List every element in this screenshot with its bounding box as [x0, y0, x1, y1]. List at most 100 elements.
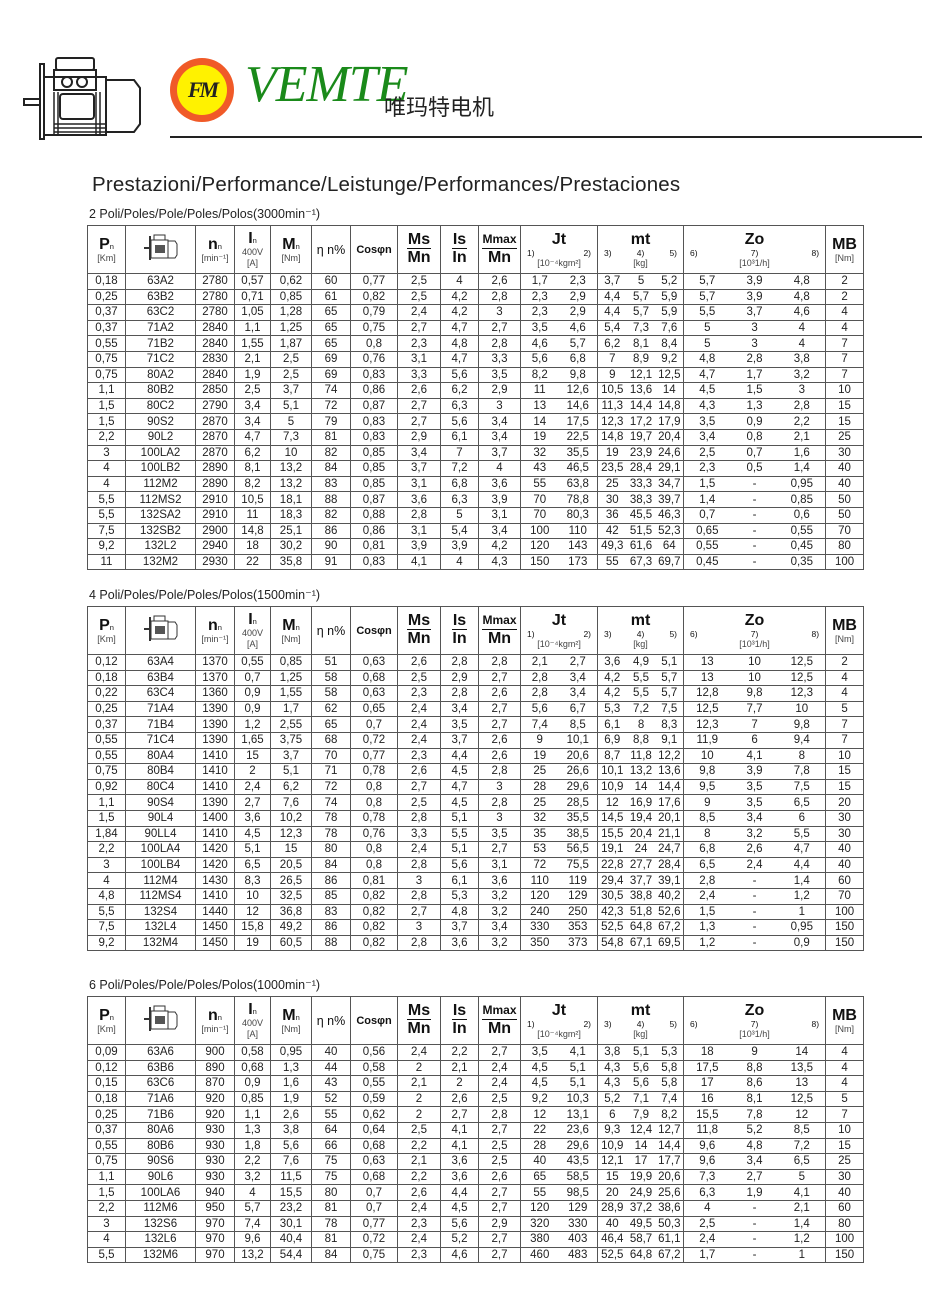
cell-mt-3: 3,6: [597, 654, 627, 671]
cell-type: 71C2: [125, 350, 196, 368]
cell-zo-7: -: [730, 506, 779, 524]
header-mt-4: 4): [636, 628, 645, 639]
cell-mb: 4: [825, 669, 865, 687]
cell-cos: 0,79: [350, 304, 398, 321]
cell-is: 4,5: [440, 1199, 479, 1217]
cell-jt-2: 12,6: [558, 382, 599, 399]
cell-mn: 1,25: [270, 669, 312, 687]
cell-jt-2: 56,5: [558, 841, 599, 858]
cell-mt-5: 5,9: [655, 304, 685, 321]
cell-type: 63A6: [125, 1044, 196, 1061]
cell-nn: 1410: [195, 778, 235, 796]
cell-zo-6: 3,5: [683, 413, 731, 430]
table-row: 1,5 100LA6 940 4 15,5 80 0,7 2,6 4,4 2,7 55 98,5 20 2…: [87, 1184, 865, 1201]
brand-logo: FM: [170, 58, 234, 122]
cell-zo-8: 4,6: [778, 304, 827, 321]
cell-mn: 13,2: [270, 475, 312, 493]
cell-ms: 2,5: [397, 794, 441, 811]
cell-mt-4: 16,9: [626, 794, 656, 811]
cell-cos: 0,75: [350, 1246, 398, 1264]
cell-jt-1: 120: [520, 887, 559, 905]
cell-is: 3,6: [440, 1153, 479, 1170]
cell-jt-2: 38,5: [558, 825, 599, 843]
cell-zo-8: 1: [778, 1246, 827, 1264]
cell-mb: 30: [825, 444, 865, 462]
cell-ms: 2,3: [397, 1215, 441, 1233]
header-zo: Zo: [744, 611, 765, 629]
cell-jt-1: 55: [520, 1184, 559, 1201]
table-row: 0,25 63B2 2780 0,71 0,85 61 0,82 2,5 4,2 2,8 2,3 2,…: [87, 288, 865, 306]
cell-zo-8: 1,4: [778, 872, 827, 889]
cell-cos: 0,83: [350, 428, 398, 446]
brand-name: VEMTE: [245, 56, 409, 113]
header-jt-2: 2): [583, 628, 592, 639]
cell-eta: 68: [311, 731, 351, 749]
header-mt-5: 5): [669, 247, 678, 258]
cell-cos: 0,77: [350, 747, 398, 765]
cell-is: 4,2: [440, 288, 479, 306]
cell-ms: 2,2: [397, 1168, 441, 1186]
cell-mmax: 3,7: [478, 444, 521, 462]
table-row: 4 132L6 970 9,6 40,4 81 0,72 2,4 5,2 2,7 380 403 46,…: [87, 1231, 865, 1248]
cell-ms: 3,1: [397, 522, 441, 540]
cell-is: 2: [440, 1075, 479, 1092]
cell-ms: 2,6: [397, 654, 441, 671]
cell-ms: 2,6: [397, 1184, 441, 1201]
cell-mt-3: 14,5: [597, 809, 627, 827]
table-header-row: Pn [Km] nn [min⁻¹] In 400V [A] Mn [Nm] η n% Cosφn M…: [87, 996, 865, 1045]
cell-jt-1: 55: [520, 475, 559, 493]
cell-in: 0,58: [234, 1044, 271, 1061]
cell-nn: 1390: [195, 700, 235, 718]
performance-table: Pn [Km] nn [min⁻¹] In 400V [A] Mn [Nm] η n% Cosφn M…: [87, 606, 865, 952]
cell-mt-5: 12,7: [655, 1121, 685, 1139]
cell-in: 7,4: [234, 1215, 271, 1233]
cell-is: 3,7: [440, 919, 479, 936]
cell-mb: 40: [825, 1184, 865, 1201]
cell-eta: 83: [311, 903, 351, 921]
header-mmax: Mmax: [482, 1002, 517, 1020]
cell-mn: 40,4: [270, 1231, 312, 1248]
cell-eta: 75: [311, 1168, 351, 1186]
cell-is: 5,4: [440, 522, 479, 540]
cell-type: 80C4: [125, 778, 196, 796]
cell-ms: 2,4: [397, 304, 441, 321]
header-mmax: Mmax: [482, 231, 517, 249]
cell-mb: 4: [825, 1044, 865, 1061]
cell-in: 12: [234, 903, 271, 921]
cell-eta: 78: [311, 1215, 351, 1233]
cell-type: 132M2: [125, 553, 196, 571]
cell-mt-3: 5,3: [597, 700, 627, 718]
cell-mb: 5: [825, 700, 865, 718]
cell-mn: 15,5: [270, 1184, 312, 1201]
cell-mb: 4: [825, 1059, 865, 1077]
header-mt-3: 3): [604, 247, 612, 258]
cell-mt-3: 4,4: [597, 288, 627, 306]
cell-jt-1: 4,6: [520, 335, 559, 352]
cell-mt-3: 42,3: [597, 903, 627, 921]
cell-mn: 1,55: [270, 685, 312, 702]
cell-eta: 65: [311, 716, 351, 733]
header-zo-6: 6): [690, 247, 698, 258]
cell-pn: 5,5: [87, 506, 126, 524]
cell-eta: 88: [311, 491, 351, 508]
cell-nn: 2830: [195, 350, 235, 368]
cell-ms: 3,9: [397, 538, 441, 555]
header-mt-5: 5): [669, 628, 678, 639]
col-pn: Pn [Km]: [87, 225, 126, 274]
cell-mb: 60: [825, 1199, 865, 1217]
cell-mt-4: 37,2: [626, 1199, 656, 1217]
cell-zo-6: 5,5: [683, 304, 731, 321]
table-row: 0,37 71B4 1390 1,2 2,55 65 0,7 2,4 3,5 2,7 7,4 8,5 6…: [87, 716, 865, 733]
cell-zo-8: 4,4: [778, 856, 827, 874]
cell-nn: 920: [195, 1106, 235, 1123]
cell-zo-7: 7,7: [730, 700, 779, 718]
cell-zo-7: 10: [730, 669, 779, 687]
cell-mt-5: 14: [655, 382, 685, 399]
cell-in: 4,7: [234, 428, 271, 446]
table-row: 0,55 80A4 1410 15 3,7 70 0,77 2,3 4,4 2,6 19 20,6 8,…: [87, 747, 865, 765]
cell-is: 3,7: [440, 731, 479, 749]
cell-nn: 2930: [195, 553, 235, 571]
cell-mt-3: 22,8: [597, 856, 627, 874]
cell-is: 5,1: [440, 809, 479, 827]
table-row: 0,92 80C4 1410 2,4 6,2 72 0,8 2,7 4,7 3 28 29,6 10,9…: [87, 778, 865, 796]
